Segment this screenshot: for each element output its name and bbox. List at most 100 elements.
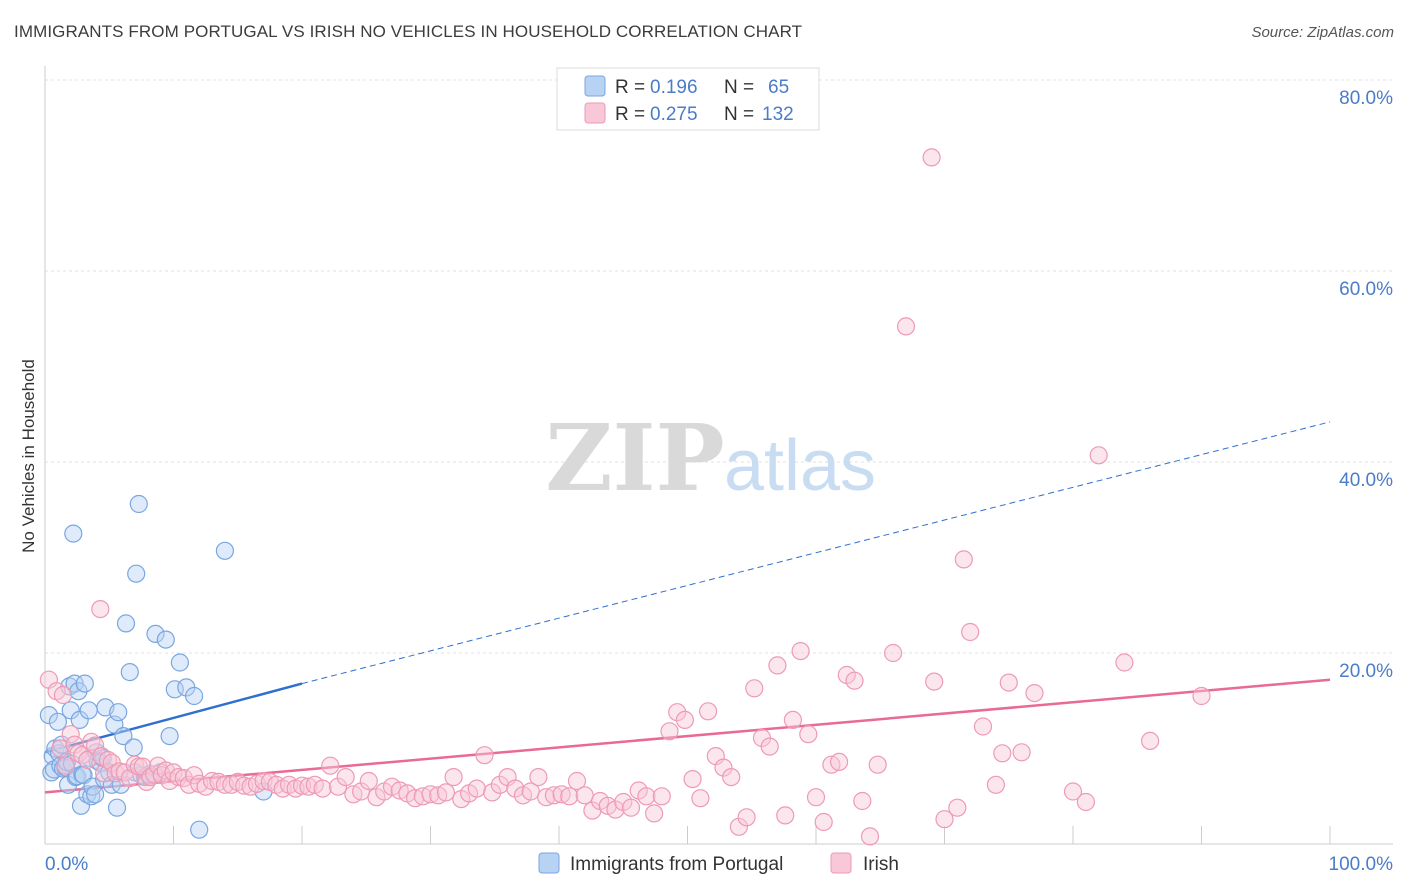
point-irish-105	[698, 702, 718, 721]
point-irish-144	[1089, 446, 1108, 465]
y-tick-label-1: 40.0%	[1339, 470, 1393, 491]
stats-n-label-1: N =	[724, 77, 754, 98]
point-irish-56	[321, 756, 340, 775]
point-irish-108	[722, 767, 741, 787]
point-irish-142	[1063, 782, 1083, 801]
point-portugal-59	[170, 653, 189, 672]
point-irish-58	[336, 767, 355, 787]
y-tick-label-2: 60.0%	[1339, 279, 1393, 300]
point-portugal-63	[215, 541, 234, 560]
point-portugal-5	[48, 712, 68, 731]
point-irish-35	[185, 766, 204, 785]
point-irish-61	[359, 771, 378, 791]
series-legend: Immigrants from Portugal Irish	[538, 852, 899, 875]
watermark: ZIP atlas	[545, 404, 876, 512]
point-irish-140	[1012, 743, 1031, 762]
point-irish-120	[814, 812, 833, 832]
point-irish-133	[948, 798, 967, 817]
point-irish-18	[110, 762, 129, 781]
point-irish-113	[760, 737, 779, 756]
point-irish-75	[467, 779, 486, 798]
watermark-atlas: atlas	[724, 426, 876, 506]
point-irish-117	[791, 641, 810, 661]
legend-swatch-irish	[830, 852, 852, 874]
point-irish-57	[328, 777, 348, 796]
point-irish-52	[292, 776, 312, 795]
point-irish-55	[313, 779, 332, 798]
point-irish-131	[925, 672, 944, 691]
y-tick-label-0: 20.0%	[1339, 661, 1393, 682]
legend-label-irish: Irish	[863, 854, 899, 875]
point-irish-109	[729, 817, 749, 836]
point-irish-102	[675, 710, 695, 730]
point-irish-12	[91, 599, 110, 619]
point-portugal-31	[85, 785, 105, 804]
stats-r-value-1: 0.196	[650, 77, 698, 98]
point-portugal-61	[185, 686, 204, 706]
point-irish-98	[644, 804, 664, 823]
point-irish-125	[853, 791, 872, 811]
stats-r-label-2: R =	[615, 104, 645, 125]
point-irish-141	[1025, 683, 1044, 703]
point-irish-89	[575, 786, 594, 805]
point-portugal-47	[124, 738, 143, 757]
point-irish-115	[776, 806, 795, 825]
stats-n-value-1: 65	[768, 77, 789, 98]
trend-line-portugal-extension	[301, 421, 1331, 685]
point-portugal-57	[160, 726, 179, 746]
legend-label-portugal: Immigrants from Portugal	[570, 854, 783, 875]
stats-n-value-2: 132	[762, 104, 794, 125]
point-portugal-62	[190, 820, 209, 839]
point-irish-97	[637, 787, 656, 806]
point-irish-138	[993, 744, 1012, 763]
point-irish-11	[85, 736, 105, 755]
x-tick-label-0: 0.0%	[45, 854, 88, 875]
point-portugal-46	[120, 662, 139, 682]
point-irish-5	[61, 725, 80, 744]
stats-r-label-1: R =	[615, 77, 645, 98]
data-points	[39, 148, 1211, 846]
point-portugal-27	[79, 701, 98, 720]
point-irish-129	[896, 317, 916, 336]
x-tick-label-1: 100.0%	[1329, 854, 1394, 875]
point-irish-130	[922, 148, 941, 167]
chart-source: Source: ZipAtlas.com	[1251, 24, 1394, 41]
point-irish-104	[691, 789, 710, 808]
stats-r-value-2: 0.275	[650, 104, 698, 125]
point-irish-77	[483, 783, 502, 802]
point-irish-87	[560, 787, 579, 806]
point-irish-139	[999, 673, 1018, 692]
point-irish-116	[783, 710, 803, 730]
point-irish-127	[868, 755, 887, 774]
point-irish-76	[475, 746, 494, 765]
point-irish-99	[652, 787, 671, 806]
point-irish-128	[883, 643, 903, 663]
stats-legend: R = 0.196 N = 65 R = 0.275 N = 132	[556, 67, 820, 131]
point-irish-145	[1115, 653, 1134, 672]
point-irish-85	[544, 786, 564, 805]
point-irish-146	[1140, 731, 1160, 751]
point-irish-53	[299, 777, 318, 796]
point-irish-78	[490, 775, 509, 794]
point-irish-100	[660, 722, 679, 741]
point-irish-132	[935, 810, 954, 829]
point-irish-26	[145, 765, 164, 784]
tick-labels: 20.0% 40.0% 60.0% 80.0% 0.0% 100.0%	[45, 88, 1393, 875]
point-portugal-41	[107, 798, 127, 817]
point-portugal-58	[165, 680, 184, 699]
point-irish-88	[567, 771, 587, 791]
point-irish-124	[845, 671, 864, 690]
stats-n-label-2: N =	[724, 104, 754, 125]
point-irish-2	[51, 739, 70, 758]
point-irish-118	[799, 725, 818, 744]
chart-title: IMMIGRANTS FROM PORTUGAL VS IRISH NO VEH…	[14, 22, 803, 41]
y-axis-label: No Vehicles in Household	[19, 359, 38, 553]
stats-swatch-portugal	[584, 75, 606, 97]
point-portugal-0	[39, 705, 59, 725]
point-portugal-23	[73, 765, 92, 784]
point-irish-143	[1076, 792, 1096, 812]
point-irish-69	[421, 785, 440, 804]
point-irish-147	[1192, 686, 1211, 706]
point-irish-114	[768, 656, 787, 675]
